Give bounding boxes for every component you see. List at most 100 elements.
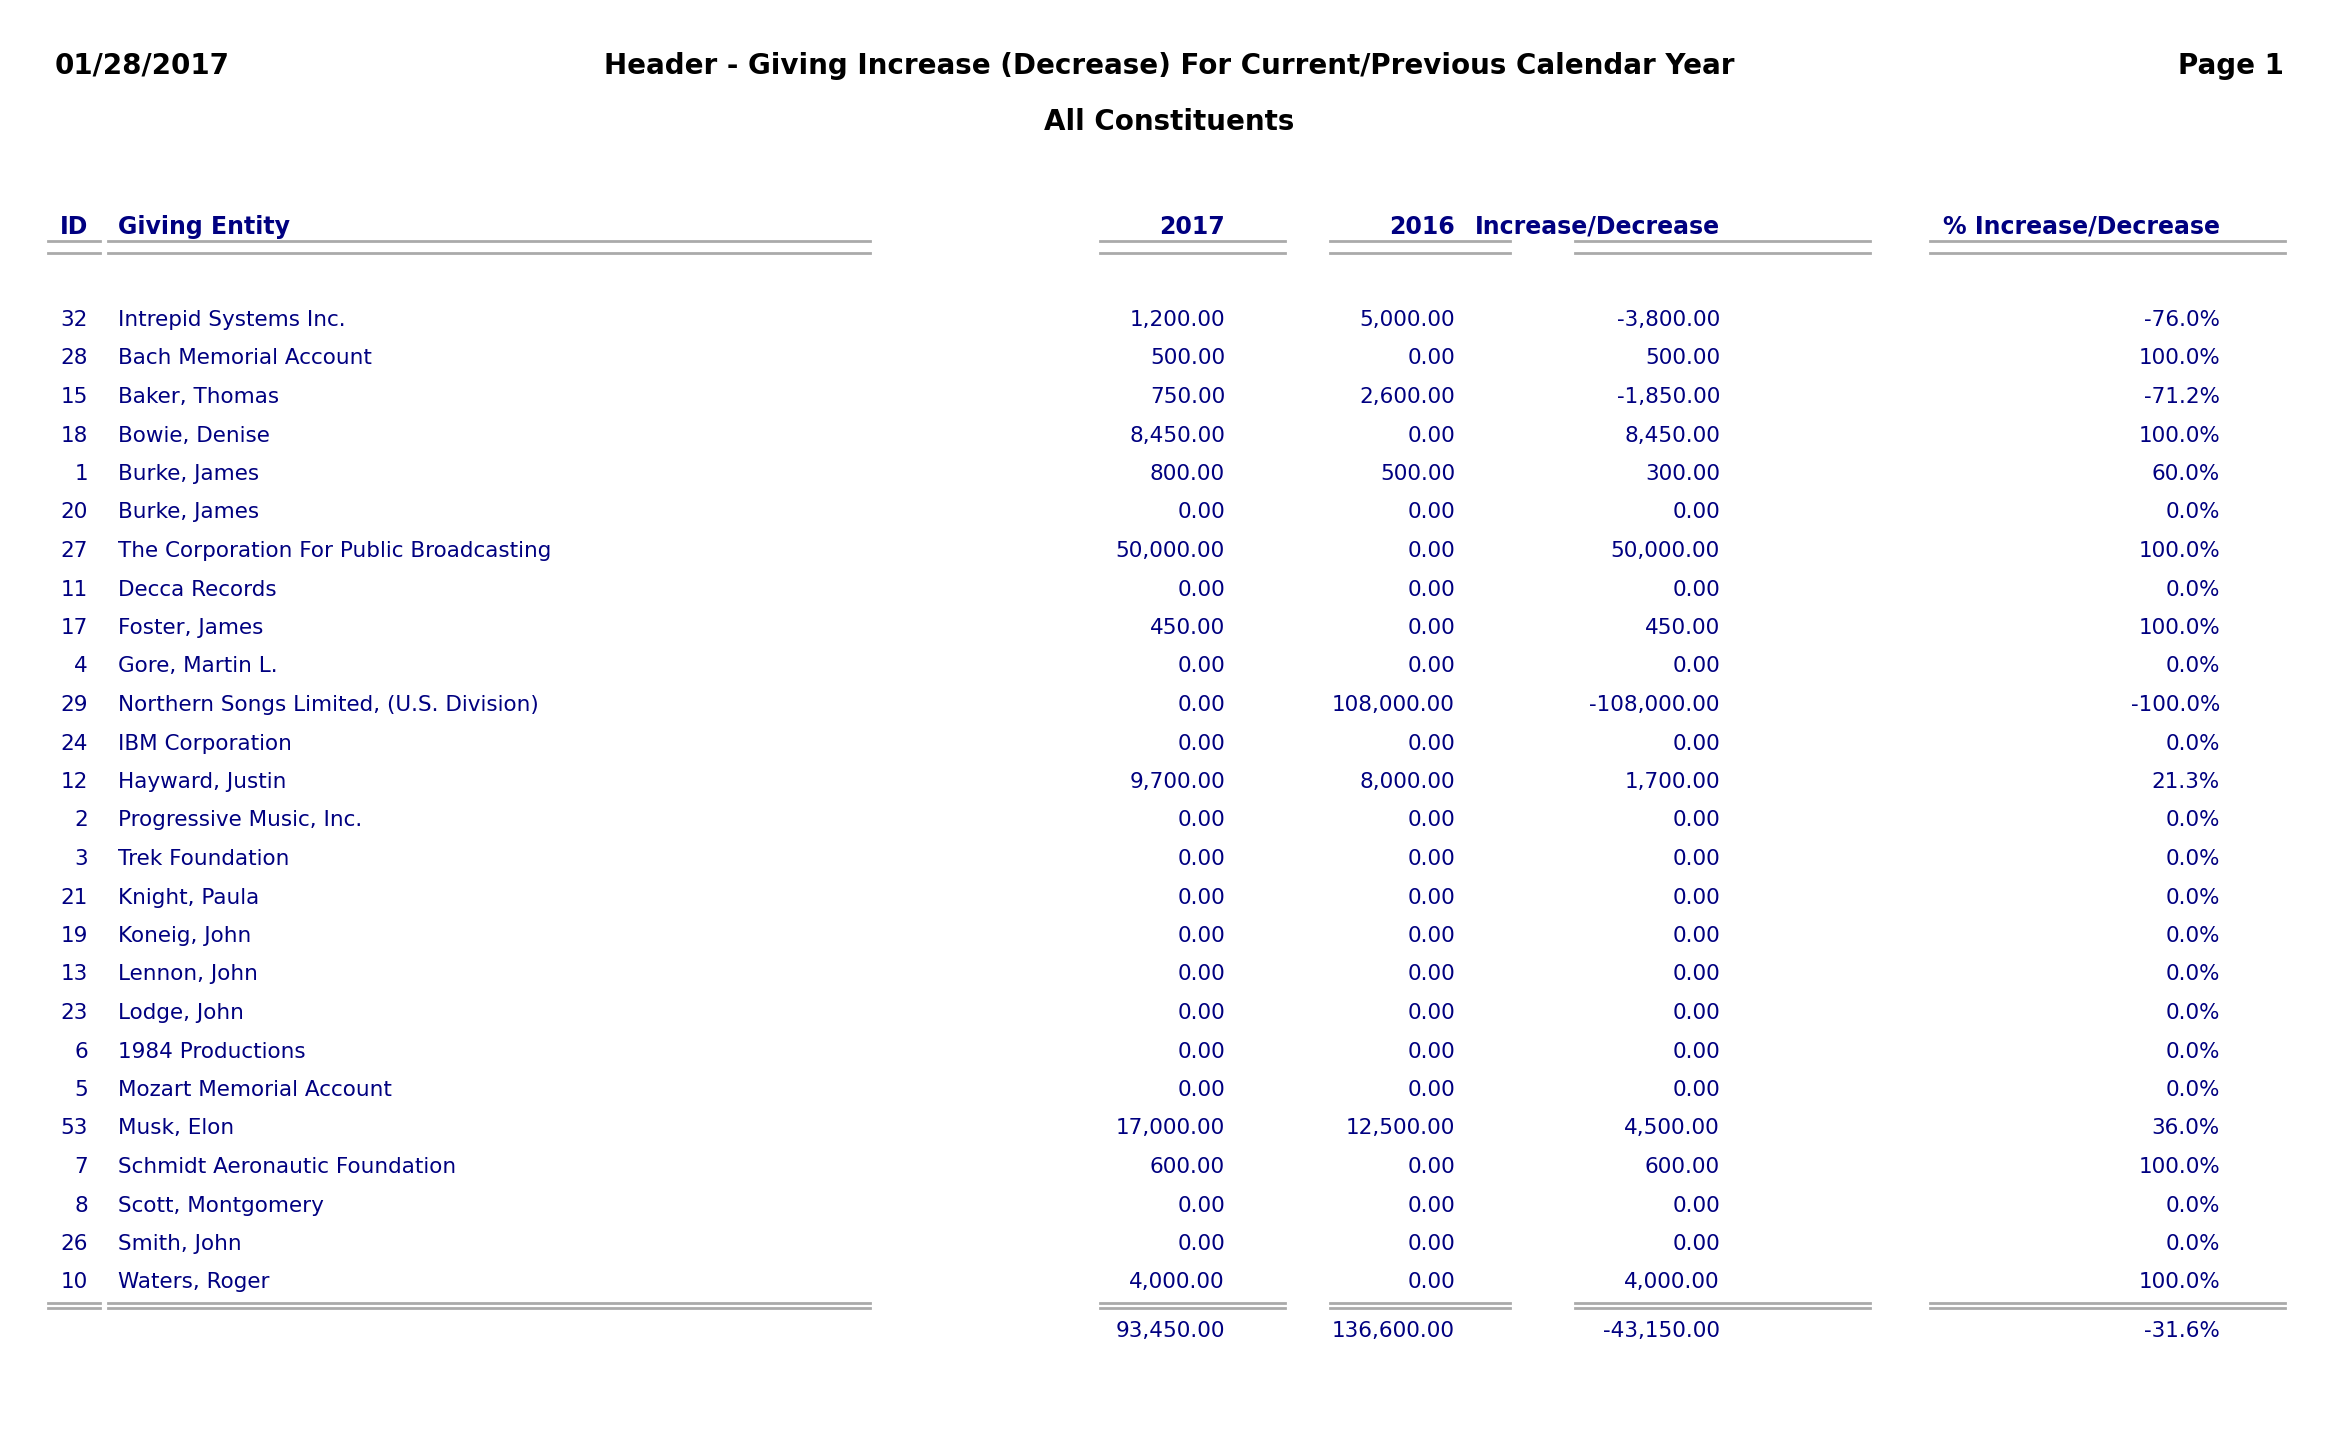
Text: 0.00: 0.00 — [1177, 850, 1226, 868]
Text: 0.00: 0.00 — [1177, 811, 1226, 831]
Text: 53: 53 — [61, 1118, 89, 1139]
Text: 0.00: 0.00 — [1177, 964, 1226, 984]
Text: 0.00: 0.00 — [1177, 503, 1226, 523]
Text: 108,000.00: 108,000.00 — [1333, 695, 1455, 715]
Text: 20: 20 — [61, 503, 89, 523]
Text: 0.0%: 0.0% — [2166, 579, 2220, 600]
Text: 0.00: 0.00 — [1408, 1079, 1455, 1100]
Text: Gore, Martin L.: Gore, Martin L. — [117, 656, 278, 676]
Text: ID: ID — [58, 215, 89, 238]
Text: 0.00: 0.00 — [1408, 850, 1455, 868]
Text: 93,450.00: 93,450.00 — [1116, 1321, 1226, 1341]
Text: 750.00: 750.00 — [1151, 387, 1226, 407]
Text: 23: 23 — [61, 1003, 89, 1023]
Text: Scott, Montgomery: Scott, Montgomery — [117, 1195, 323, 1215]
Text: 0.0%: 0.0% — [2166, 1234, 2220, 1254]
Text: -108,000.00: -108,000.00 — [1591, 695, 1719, 715]
Text: 0.00: 0.00 — [1672, 850, 1719, 868]
Text: 450.00: 450.00 — [1151, 618, 1226, 639]
Text: 0.00: 0.00 — [1408, 734, 1455, 753]
Text: 300.00: 300.00 — [1644, 464, 1719, 484]
Text: Hayward, Justin: Hayward, Justin — [117, 772, 285, 792]
Text: 0.0%: 0.0% — [2166, 926, 2220, 946]
Text: 0.00: 0.00 — [1177, 887, 1226, 907]
Text: -100.0%: -100.0% — [2131, 695, 2220, 715]
Text: 0.0%: 0.0% — [2166, 503, 2220, 523]
Text: 0.00: 0.00 — [1408, 503, 1455, 523]
Text: 0.00: 0.00 — [1672, 734, 1719, 753]
Text: 0.0%: 0.0% — [2166, 734, 2220, 753]
Text: 0.00: 0.00 — [1672, 926, 1719, 946]
Text: 0.00: 0.00 — [1408, 887, 1455, 907]
Text: 0.0%: 0.0% — [2166, 964, 2220, 984]
Text: 0.00: 0.00 — [1408, 348, 1455, 368]
Text: Lennon, John: Lennon, John — [117, 964, 257, 984]
Text: Smith, John: Smith, John — [117, 1234, 241, 1254]
Text: 4,500.00: 4,500.00 — [1623, 1118, 1719, 1139]
Text: 2017: 2017 — [1160, 215, 1226, 238]
Text: Foster, James: Foster, James — [117, 618, 264, 639]
Text: 12: 12 — [61, 772, 89, 792]
Text: Bach Memorial Account: Bach Memorial Account — [117, 348, 372, 368]
Text: IBM Corporation: IBM Corporation — [117, 734, 292, 753]
Text: 1: 1 — [75, 464, 89, 484]
Text: 500.00: 500.00 — [1151, 348, 1226, 368]
Text: -1,850.00: -1,850.00 — [1616, 387, 1719, 407]
Text: 3: 3 — [75, 850, 89, 868]
Text: 01/28/2017: 01/28/2017 — [56, 52, 229, 79]
Text: -43,150.00: -43,150.00 — [1602, 1321, 1719, 1341]
Text: 18: 18 — [61, 425, 89, 445]
Text: 0.00: 0.00 — [1408, 1042, 1455, 1062]
Text: 6: 6 — [75, 1042, 89, 1062]
Text: 0.00: 0.00 — [1408, 1273, 1455, 1292]
Text: 50,000.00: 50,000.00 — [1612, 540, 1719, 561]
Text: 24: 24 — [61, 734, 89, 753]
Text: 800.00: 800.00 — [1151, 464, 1226, 484]
Text: 0.00: 0.00 — [1408, 618, 1455, 639]
Text: 0.00: 0.00 — [1177, 579, 1226, 600]
Text: 0.00: 0.00 — [1672, 579, 1719, 600]
Text: 0.0%: 0.0% — [2166, 1003, 2220, 1023]
Text: Koneig, John: Koneig, John — [117, 926, 250, 946]
Text: The Corporation For Public Broadcasting: The Corporation For Public Broadcasting — [117, 540, 552, 561]
Text: All Constituents: All Constituents — [1043, 108, 1296, 136]
Text: 28: 28 — [61, 348, 89, 368]
Text: 0.00: 0.00 — [1177, 1079, 1226, 1100]
Text: 0.00: 0.00 — [1408, 1195, 1455, 1215]
Text: 0.00: 0.00 — [1408, 926, 1455, 946]
Text: 9,700.00: 9,700.00 — [1130, 772, 1226, 792]
Text: 0.00: 0.00 — [1672, 811, 1719, 831]
Text: 4,000.00: 4,000.00 — [1623, 1273, 1719, 1292]
Text: Bowie, Denise: Bowie, Denise — [117, 425, 269, 445]
Text: 5: 5 — [75, 1079, 89, 1100]
Text: 0.00: 0.00 — [1672, 964, 1719, 984]
Text: 29: 29 — [61, 695, 89, 715]
Text: 60.0%: 60.0% — [2152, 464, 2220, 484]
Text: 0.0%: 0.0% — [2166, 656, 2220, 676]
Text: 0.00: 0.00 — [1177, 1234, 1226, 1254]
Text: 7: 7 — [75, 1157, 89, 1178]
Text: 4,000.00: 4,000.00 — [1130, 1273, 1226, 1292]
Text: 500.00: 500.00 — [1644, 348, 1719, 368]
Text: 0.00: 0.00 — [1408, 425, 1455, 445]
Text: 0.00: 0.00 — [1177, 1042, 1226, 1062]
Text: 0.00: 0.00 — [1177, 1003, 1226, 1023]
Text: -3,800.00: -3,800.00 — [1616, 311, 1719, 329]
Text: 36.0%: 36.0% — [2152, 1118, 2220, 1139]
Text: 8,000.00: 8,000.00 — [1359, 772, 1455, 792]
Text: 0.0%: 0.0% — [2166, 1079, 2220, 1100]
Text: 50,000.00: 50,000.00 — [1116, 540, 1226, 561]
Text: 0.00: 0.00 — [1672, 887, 1719, 907]
Text: 19: 19 — [61, 926, 89, 946]
Text: 8,450.00: 8,450.00 — [1623, 425, 1719, 445]
Text: 21: 21 — [61, 887, 89, 907]
Text: % Increase/Decrease: % Increase/Decrease — [1944, 215, 2220, 238]
Text: 0.0%: 0.0% — [2166, 850, 2220, 868]
Text: Burke, James: Burke, James — [117, 464, 260, 484]
Text: 500.00: 500.00 — [1380, 464, 1455, 484]
Text: Intrepid Systems Inc.: Intrepid Systems Inc. — [117, 311, 346, 329]
Text: Giving Entity: Giving Entity — [117, 215, 290, 238]
Text: Trek Foundation: Trek Foundation — [117, 850, 290, 868]
Text: 1,200.00: 1,200.00 — [1130, 311, 1226, 329]
Text: 100.0%: 100.0% — [2138, 618, 2220, 639]
